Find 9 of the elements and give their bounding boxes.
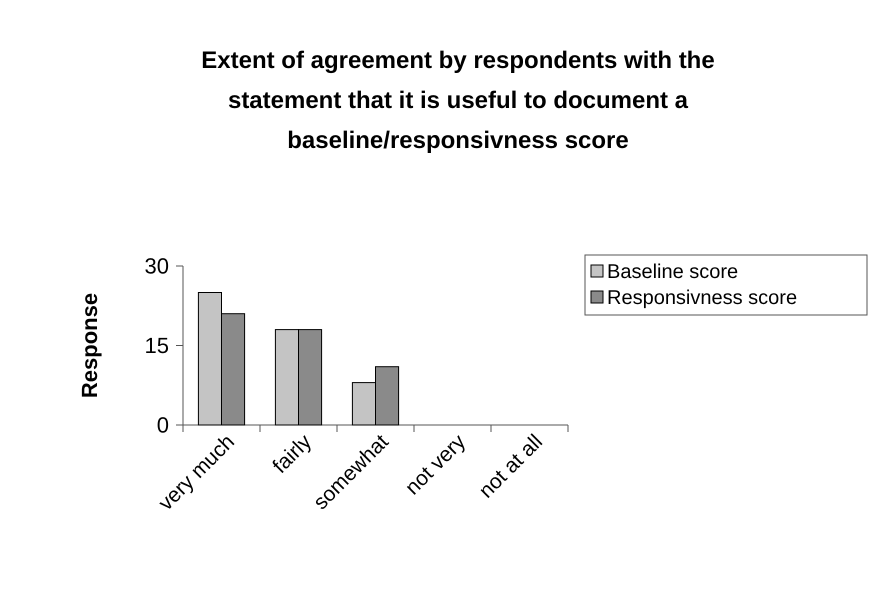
x-tick-label: not very — [400, 430, 470, 500]
legend-label: Responsivness score — [607, 287, 798, 309]
y-tick-label: 0 — [156, 412, 169, 438]
x-tick-label: not at all — [474, 430, 548, 503]
y-axis-title: Response — [77, 292, 102, 398]
y-tick-label: 30 — [144, 254, 169, 279]
legend-label: Baseline score — [607, 261, 738, 283]
chart-title: Extent of agreement by respondents with the statement that it is useful to document a baseline/responsivness score — [201, 47, 715, 154]
y-tick-label: 15 — [144, 333, 169, 358]
